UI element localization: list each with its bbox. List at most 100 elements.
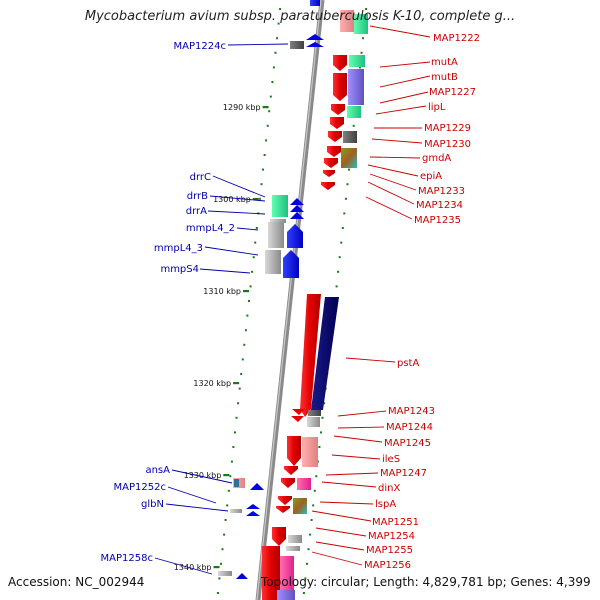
- tick-label: 1320 kbp: [193, 379, 231, 388]
- accession-text: Accession: NC_002944: [8, 575, 145, 589]
- gene-label-left: MAP1258c: [101, 553, 153, 564]
- gene-label-right: lspA: [375, 499, 396, 510]
- gene-drrA-grey: [270, 219, 286, 223]
- gc-dot: [309, 533, 312, 536]
- gc-dot: [241, 358, 244, 361]
- gene-features: [218, 0, 368, 600]
- gene-map1256-c: [277, 590, 295, 600]
- gc-dot: [235, 416, 238, 419]
- gene-lipL: [330, 117, 344, 129]
- gene-label-right: MAP1229: [424, 123, 471, 134]
- gc-dot: [352, 124, 355, 127]
- tick-mark: [223, 474, 230, 477]
- gc-dot: [304, 577, 307, 580]
- tick-mark: [213, 566, 220, 569]
- gene-label-right: MAP1235: [414, 215, 461, 226]
- gene-label-right: MAP1227: [429, 87, 476, 98]
- gc-dot: [248, 300, 250, 302]
- gene-map1256-a: [262, 546, 280, 600]
- gene-label-right: ileS: [382, 454, 400, 465]
- gene-mutB-track: [348, 69, 364, 105]
- gene-ileS: [287, 436, 301, 466]
- tick-label: 1290 kbp: [223, 103, 261, 112]
- right-gene-labels: MAP1222 mutA mutB MAP1227 lipL MAP1229 MAP1230…: [364, 33, 480, 571]
- gc-dot: [276, 37, 278, 40]
- gene-map1222b: [354, 14, 368, 34]
- gc-dot: [272, 66, 275, 69]
- gene-label-right: MAP1245: [384, 438, 431, 449]
- gc-dot: [258, 197, 261, 200]
- gc-dot: [320, 431, 322, 434]
- gc-dot: [302, 592, 305, 594]
- gene-label-right: MAP1247: [380, 468, 427, 479]
- gene-map1258c-arrow: [236, 573, 248, 579]
- gene-label-right: MAP1251: [372, 517, 419, 528]
- gene-gmdA: [324, 158, 338, 168]
- gene-epiA: [323, 170, 335, 177]
- gene-mutA: [333, 55, 347, 71]
- gene-label-right: MAP1233: [418, 186, 465, 197]
- gc-dot: [252, 256, 255, 259]
- gc-dot: [221, 548, 224, 551]
- gc-dot: [227, 489, 230, 492]
- tick-mark: [262, 106, 269, 109]
- gc-dot: [218, 577, 221, 580]
- gene-pstA-track: [311, 297, 339, 410]
- gc-dot: [240, 373, 243, 375]
- gene-label-right: MAP1255: [366, 545, 413, 556]
- gc-dot: [246, 314, 249, 317]
- gc-dot: [277, 22, 280, 25]
- gene-map1243: [291, 409, 305, 422]
- gene-label-right: MAP1244: [386, 422, 433, 433]
- gene-lipL-track: [347, 106, 361, 118]
- gene-map1256-b: [280, 556, 294, 600]
- gene-map1224c-arrow: [306, 34, 324, 47]
- genome-backbone: [255, 0, 325, 600]
- gc-dot: [306, 562, 308, 565]
- genome-backbone-highlight: [256, 0, 322, 600]
- gc-dot: [266, 124, 269, 127]
- gene-map1247: [284, 466, 298, 475]
- gc-dot: [234, 431, 236, 434]
- gc-dot: [243, 343, 246, 346]
- gc-dot: [338, 256, 341, 259]
- gene-label-right: MAP1256: [364, 560, 411, 571]
- gene-mutB: [333, 73, 347, 101]
- gc-dot: [224, 519, 227, 521]
- gene-label-left: mmpL4_2: [186, 223, 235, 234]
- tick-mark: [233, 382, 240, 385]
- gene-map1258c: [218, 571, 232, 576]
- gene-ansA-b: [234, 479, 239, 487]
- gene-label-right: gmdA: [422, 153, 451, 164]
- gene-label-left: drrB: [187, 191, 208, 202]
- gc-dot: [348, 168, 350, 171]
- gene-map1230: [327, 146, 341, 157]
- gene-map1222: [340, 10, 354, 32]
- gene-mmpL4-3: [283, 250, 299, 278]
- gene-mmpL4-grey: [268, 222, 284, 248]
- gene-label-right: MAP1254: [368, 531, 415, 542]
- gene-label-right: MAP1243: [388, 406, 435, 417]
- gc-dot: [223, 533, 226, 536]
- gene-map1255: [286, 546, 300, 551]
- gene-label-left: ansA: [145, 465, 170, 476]
- gc-dot: [238, 387, 241, 390]
- gene-map1243-grey: [308, 410, 321, 416]
- gene-mmpL4-2: [287, 224, 303, 248]
- gc-dot: [313, 489, 316, 492]
- gc-dot: [260, 183, 263, 186]
- gene-map1254-track: [288, 535, 302, 543]
- gene-mutA-track: [349, 55, 365, 67]
- tick-label: 1330 kbp: [184, 471, 222, 480]
- gc-dot: [230, 460, 233, 463]
- gc-dot: [249, 285, 252, 288]
- gc-dot: [310, 519, 313, 521]
- gene-label-right: MAP1230: [424, 139, 471, 150]
- gene-label-right: mutA: [431, 57, 458, 68]
- gene-mmpL4-3-grey: [265, 250, 281, 274]
- gc-dot: [312, 504, 315, 507]
- gene-ileS-track: [302, 437, 318, 467]
- gc-dot: [340, 241, 343, 244]
- gc-dot: [323, 402, 326, 405]
